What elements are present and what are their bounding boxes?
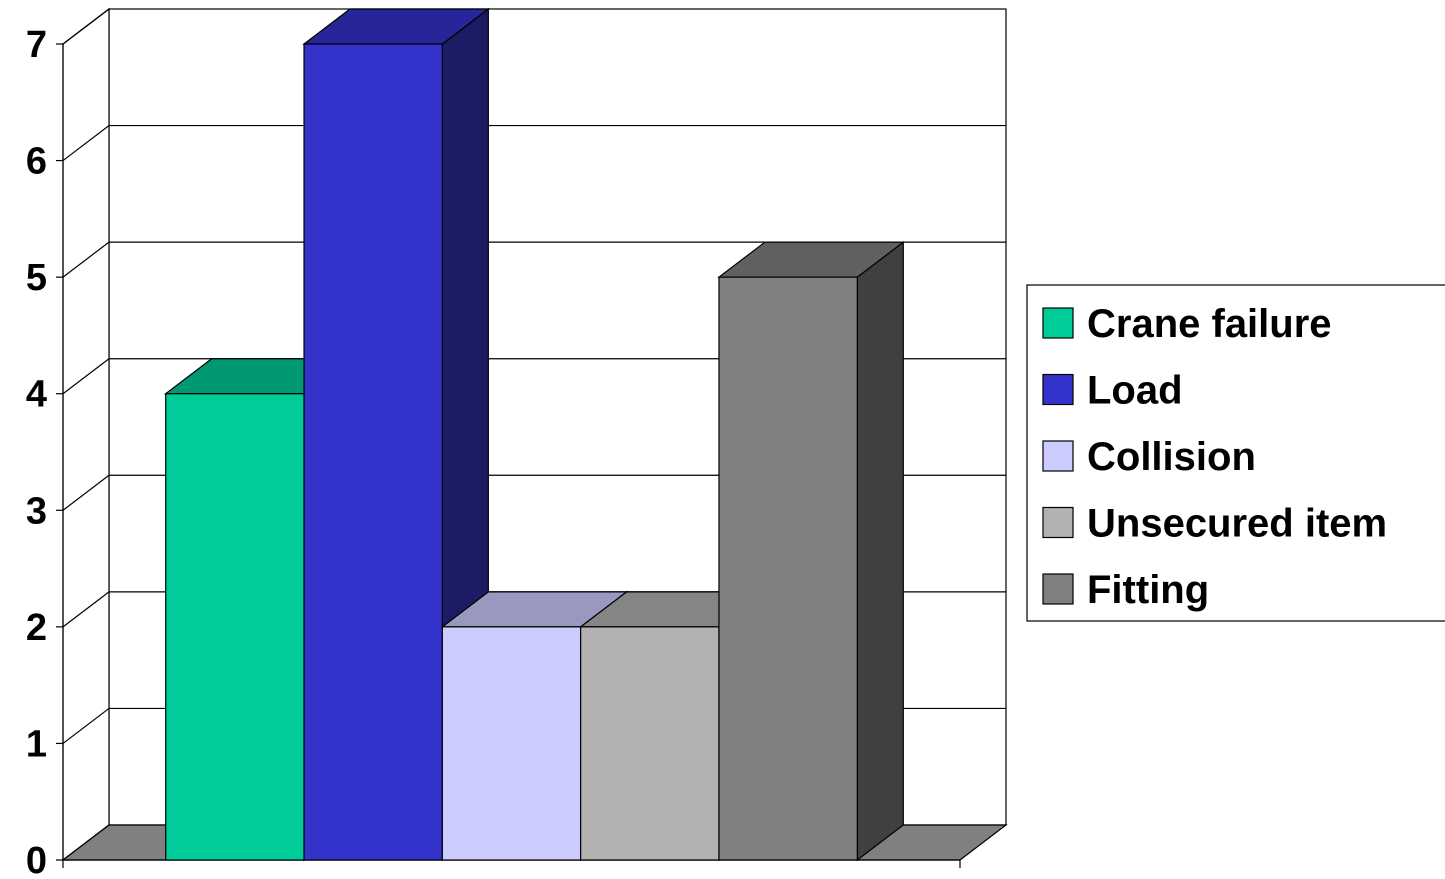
legend-swatch	[1042, 307, 1074, 339]
legend-box	[1026, 284, 1445, 622]
gridline-side	[62, 707, 110, 744]
legend-swatch	[1042, 506, 1074, 539]
gridline-side	[62, 8, 110, 45]
side-wall	[62, 7, 110, 862]
bar-front	[165, 393, 305, 861]
gridline-side	[62, 241, 110, 278]
bar-side	[856, 240, 904, 862]
bar-fitting	[717, 240, 906, 862]
legend-swatch	[1042, 440, 1074, 472]
bar-front	[580, 626, 720, 861]
bar-front	[303, 43, 443, 861]
gridline-side	[62, 125, 110, 162]
y-tick-label: 3	[26, 490, 47, 532]
legend: Crane failure Load Collision Unsecured item…	[1026, 284, 1445, 622]
legend-swatch	[1042, 573, 1074, 605]
y-tick-label: 1	[26, 723, 47, 765]
legend-label: Crane failure	[1087, 302, 1332, 346]
bar-front	[441, 626, 582, 861]
bars	[163, 7, 906, 862]
gridline-side	[62, 358, 110, 395]
y-tick-label: 2	[26, 607, 47, 649]
legend-swatch	[1042, 373, 1074, 406]
legend-label: Collision	[1087, 435, 1256, 479]
y-tick-label: 5	[26, 257, 47, 299]
y-tick-label: 6	[26, 141, 47, 183]
legend-item: Fitting	[1042, 568, 1209, 612]
legend-label: Unsecured item	[1087, 502, 1387, 546]
legend-label: Fitting	[1087, 568, 1209, 612]
legend-item: Crane failure	[1042, 302, 1332, 346]
y-axis: 0 1 2 3 4 5 6 7	[26, 24, 64, 879]
legend-item: Unsecured item	[1042, 502, 1387, 546]
gridline-side	[62, 474, 110, 511]
y-tick-label: 0	[26, 840, 47, 879]
legend-item: Load	[1042, 369, 1183, 413]
y-tick-label: 7	[26, 24, 47, 66]
y-tick-label: 4	[26, 374, 47, 416]
legend-item: Collision	[1042, 435, 1256, 479]
gridline-side	[62, 591, 110, 628]
bar-front	[718, 276, 858, 861]
legend-label: Load	[1087, 369, 1183, 413]
